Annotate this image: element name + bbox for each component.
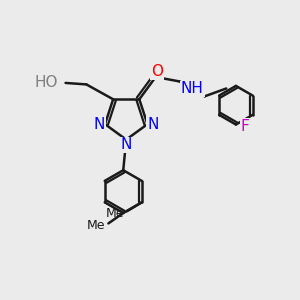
Text: N: N [94, 117, 105, 132]
Text: Me: Me [105, 207, 124, 220]
Text: O: O [151, 64, 163, 79]
Text: HO: HO [34, 75, 58, 90]
Text: F: F [240, 118, 249, 134]
Text: N: N [147, 117, 158, 132]
Text: N: N [121, 137, 132, 152]
Text: Me: Me [87, 219, 105, 232]
Text: NH: NH [181, 81, 204, 96]
